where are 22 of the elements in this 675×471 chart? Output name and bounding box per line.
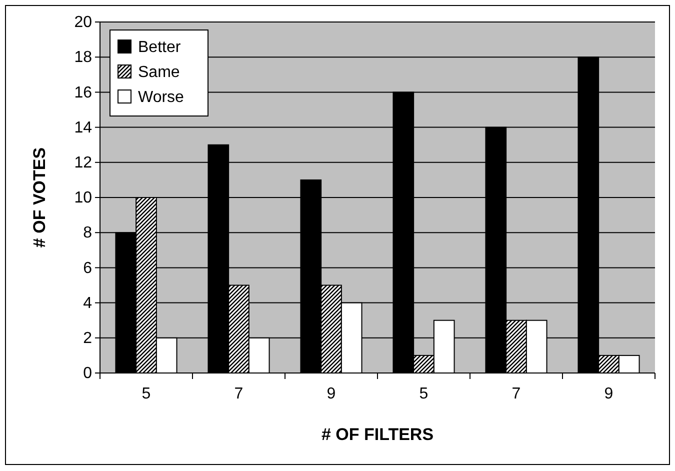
y-tick-label: 0 [83,365,92,382]
y-tick-label: 6 [83,260,92,277]
legend-label: Same [138,64,180,81]
x-axis-title: # OF FILTERS [321,425,434,444]
y-tick-label: 8 [83,224,92,242]
y-tick-label: 18 [74,49,92,66]
x-tick-label: 7 [234,385,244,402]
x-tick-label: 9 [326,385,336,402]
legend-label: Better [138,39,182,56]
y-tick-label: 16 [74,84,92,102]
legend-label: Worse [138,89,184,106]
y-tick-label: 10 [74,190,92,207]
y-tick-label: 20 [74,14,92,32]
y-tick-label: 12 [74,154,92,172]
x-tick-label: 9 [604,385,614,402]
y-axis-title: # OF VOTES [30,147,49,248]
x-tick-label: 5 [419,385,428,402]
y-tick-label: 4 [83,294,92,312]
y-tick-label: 2 [83,330,92,348]
x-tick-label: 7 [512,385,521,402]
x-tick-label: 5 [142,385,151,402]
y-tick-label: 14 [74,119,92,136]
